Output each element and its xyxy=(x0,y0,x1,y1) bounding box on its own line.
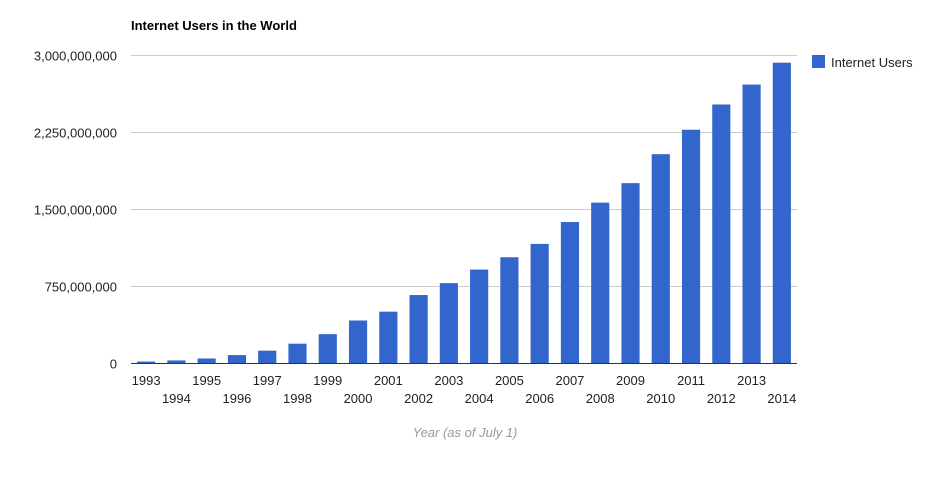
x-tick-label: 1993 xyxy=(132,373,161,388)
x-tick-label: 2001 xyxy=(374,373,403,388)
bar-2002[interactable] xyxy=(409,295,428,363)
bar-2004[interactable] xyxy=(470,269,489,363)
x-axis-tick-labels: 1993199419951996199719981999200020012002… xyxy=(132,373,797,406)
bar-1999[interactable] xyxy=(318,334,337,363)
bar-2005[interactable] xyxy=(500,257,519,363)
x-tick-label: 1999 xyxy=(313,373,342,388)
x-tick-label: 2005 xyxy=(495,373,524,388)
x-tick-label: 2013 xyxy=(737,373,766,388)
x-tick-label: 2012 xyxy=(707,391,736,406)
x-tick-label: 2008 xyxy=(586,391,615,406)
bar-2013[interactable] xyxy=(742,84,761,363)
bar-1993[interactable] xyxy=(137,361,156,363)
y-tick-label: 2,250,000,000 xyxy=(34,126,117,141)
x-tick-label: 2004 xyxy=(465,391,494,406)
bar-2003[interactable] xyxy=(439,283,458,363)
bar-1996[interactable] xyxy=(227,355,247,363)
bar-2000[interactable] xyxy=(348,320,368,364)
y-tick-label: 1,500,000,000 xyxy=(34,203,117,218)
x-tick-label: 2003 xyxy=(434,373,463,388)
x-tick-label: 1997 xyxy=(253,373,282,388)
x-tick-label: 2000 xyxy=(344,391,373,406)
bar-2006[interactable] xyxy=(530,243,549,363)
x-tick-label: 1996 xyxy=(222,391,251,406)
x-tick-label: 1994 xyxy=(162,391,191,406)
bar-1995[interactable] xyxy=(197,358,216,363)
bars xyxy=(137,62,791,364)
y-axis-tick-labels: 0 750,000,000 1,500,000,000 2,250,000,000 3,… xyxy=(34,49,117,372)
bar-2001[interactable] xyxy=(379,311,398,363)
x-tick-label: 2006 xyxy=(525,391,554,406)
x-tick-label: 2009 xyxy=(616,373,645,388)
y-tick-label: 750,000,000 xyxy=(45,280,117,295)
bar-1997[interactable] xyxy=(258,350,277,363)
bar-2014[interactable] xyxy=(772,62,791,363)
x-tick-label: 2014 xyxy=(767,391,796,406)
x-tick-label: 1998 xyxy=(283,391,312,406)
x-tick-label: 2007 xyxy=(555,373,584,388)
x-tick-label: 2010 xyxy=(646,391,675,406)
bar-1994[interactable] xyxy=(167,360,186,363)
legend[interactable]: Internet Users xyxy=(812,55,913,70)
x-tick-label: 2011 xyxy=(677,373,705,388)
bar-2007[interactable] xyxy=(560,222,580,363)
legend-swatch xyxy=(812,55,825,68)
y-tick-label: 3,000,000,000 xyxy=(34,49,117,64)
bar-1998[interactable] xyxy=(288,343,307,363)
legend-label: Internet Users xyxy=(831,55,913,70)
y-tick-label: 0 xyxy=(110,357,117,372)
bar-2012[interactable] xyxy=(712,104,731,364)
chart-title: Internet Users in the World xyxy=(131,18,297,33)
bar-2008[interactable] xyxy=(591,202,610,363)
x-tick-label: 2002 xyxy=(404,391,433,406)
x-tick-label: 1995 xyxy=(192,373,221,388)
bar-2009[interactable] xyxy=(621,183,640,363)
bar-2010[interactable] xyxy=(651,154,670,363)
x-axis-title: Year (as of July 1) xyxy=(413,425,518,440)
bar-2011[interactable] xyxy=(681,129,701,363)
